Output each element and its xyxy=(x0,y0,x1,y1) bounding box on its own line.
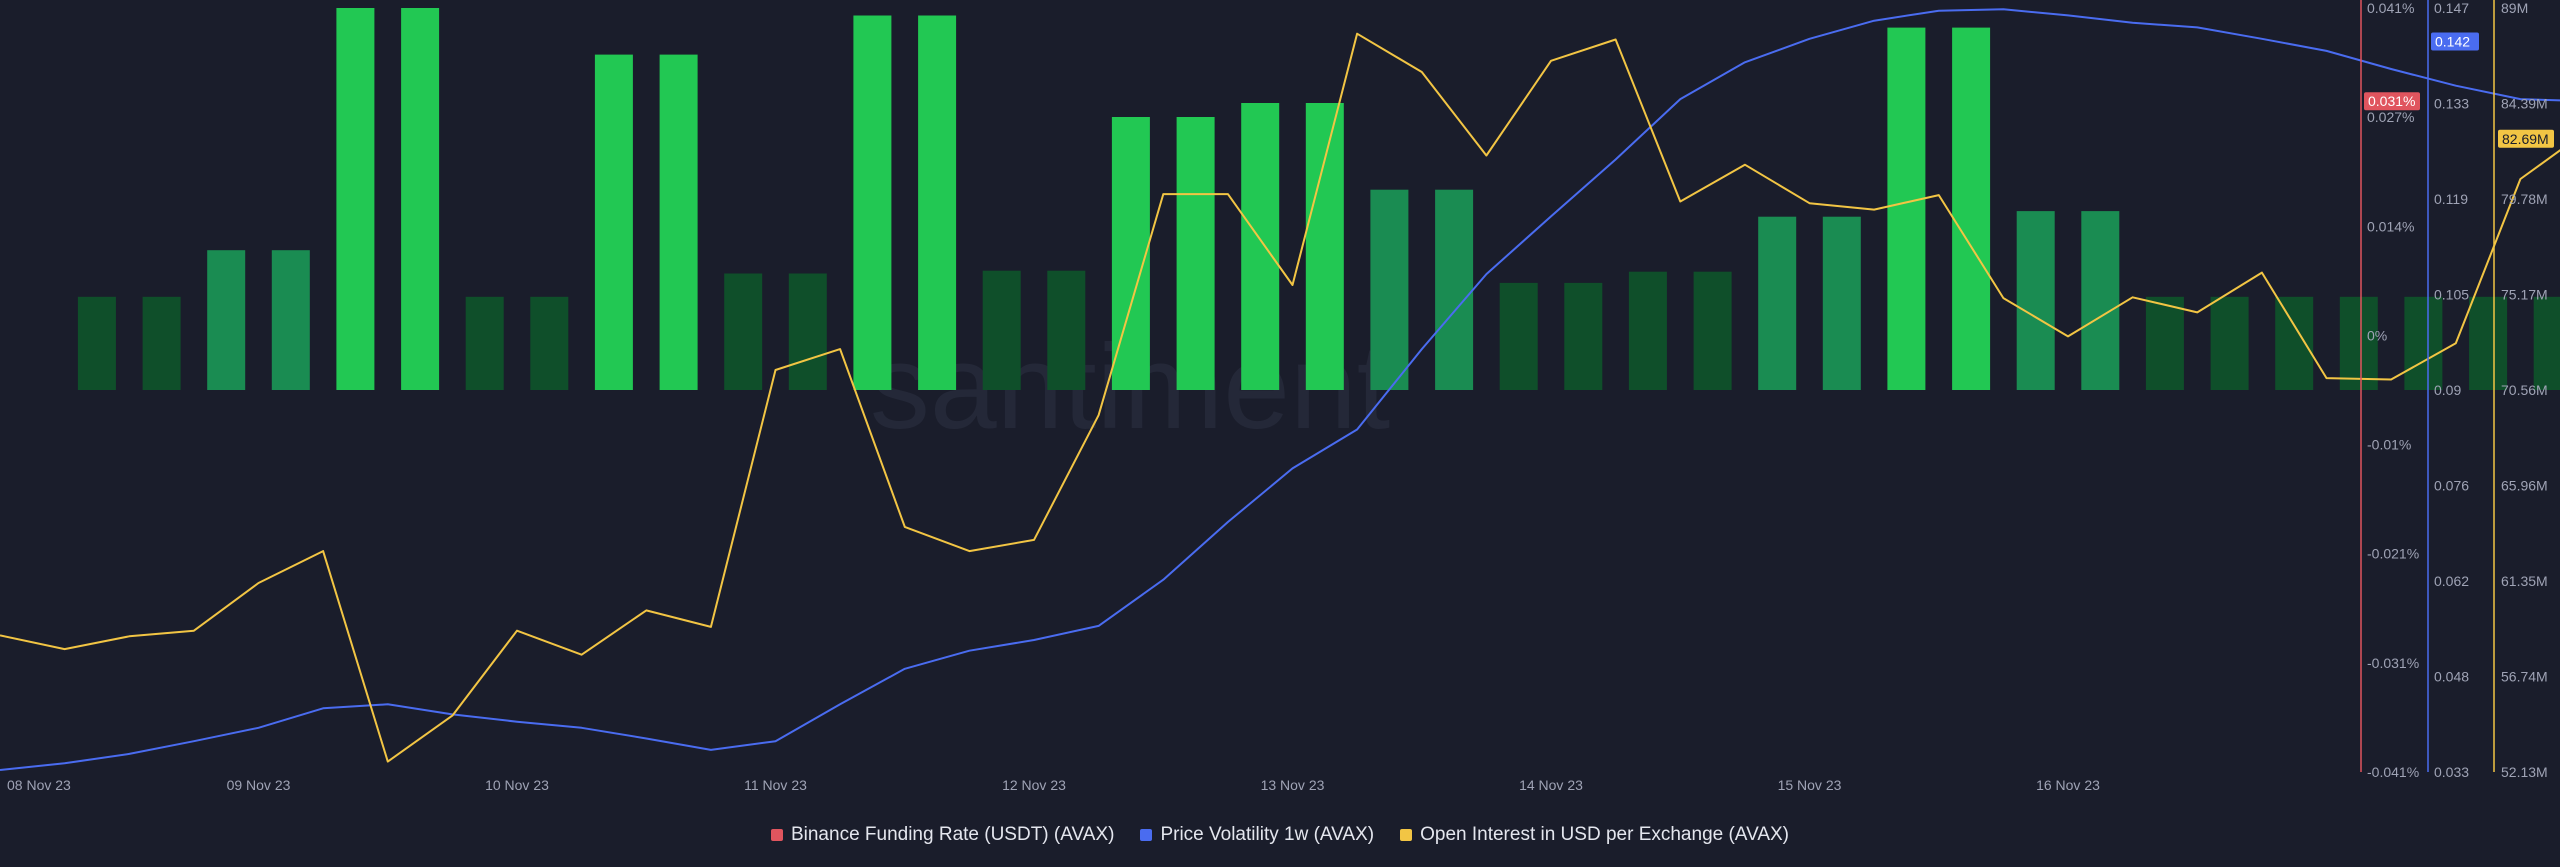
x-tick-label: 10 Nov 23 xyxy=(485,777,549,793)
x-axis: 08 Nov 23 09 Nov 23 10 Nov 23 11 Nov 23 12 N… xyxy=(7,777,2100,793)
funding-bar[interactable] xyxy=(2275,296,2314,390)
funding-tick-label: 0.027% xyxy=(2367,109,2414,125)
funding-bar[interactable] xyxy=(2533,296,2560,390)
funding-bar[interactable] xyxy=(853,15,892,391)
funding-bar[interactable] xyxy=(724,273,763,391)
legend: Binance Funding Rate (USDT) (AVAX) Price… xyxy=(0,820,2560,850)
funding-bar[interactable] xyxy=(1176,117,1215,390)
open-interest-current-badge xyxy=(2498,129,2554,148)
legend-item-funding[interactable]: Binance Funding Rate (USDT) (AVAX) xyxy=(770,824,1115,846)
funding-bar[interactable] xyxy=(1952,27,1991,390)
funding-bar[interactable] xyxy=(271,250,310,390)
open-interest-line[interactable] xyxy=(0,32,2560,763)
funding-bar[interactable] xyxy=(1047,270,1086,390)
funding-bar[interactable] xyxy=(594,54,633,390)
funding-tick-label: -0.041% xyxy=(2367,764,2419,780)
funding-bar[interactable] xyxy=(2016,211,2055,390)
funding-bar[interactable] xyxy=(2339,296,2378,390)
funding-tick-label: -0.031% xyxy=(2367,655,2419,671)
volatility-current-badge xyxy=(2431,32,2479,51)
funding-tick-label: -0.021% xyxy=(2367,546,2419,562)
funding-bar[interactable] xyxy=(659,54,698,390)
funding-tick-label: 0.041% xyxy=(2367,0,2414,16)
funding-bar[interactable] xyxy=(2081,211,2120,390)
x-tick-label: 08 Nov 23 xyxy=(7,777,71,793)
open-interest-tick-label: 56.74M xyxy=(2501,669,2548,685)
funding-bar[interactable] xyxy=(1499,282,1538,390)
volatility-current-value: 0.142 xyxy=(2435,34,2470,50)
legend-label-volatility: Price Volatility 1w (AVAX) xyxy=(1160,824,1375,845)
volatility-tick-label: 0.147 xyxy=(2434,0,2469,16)
funding-bar[interactable] xyxy=(2145,296,2184,390)
open-interest-tick-label: 89M xyxy=(2501,0,2528,16)
funding-bar[interactable] xyxy=(2210,296,2249,390)
x-tick-label: 14 Nov 23 xyxy=(1519,777,1583,793)
x-tick-label: 11 Nov 23 xyxy=(744,777,807,793)
funding-bar[interactable] xyxy=(1693,271,1732,390)
funding-bar[interactable] xyxy=(401,8,440,390)
funding-current-value: 0.031% xyxy=(2368,93,2415,109)
funding-bar[interactable] xyxy=(1822,216,1861,390)
open-interest-tick-label: 84.39M xyxy=(2501,96,2548,112)
funding-bar[interactable] xyxy=(1887,27,1926,390)
open-interest-tick-label: 75.17M xyxy=(2501,287,2548,303)
funding-bar[interactable] xyxy=(1241,103,1280,390)
funding-tick-label: 0.014% xyxy=(2367,218,2414,234)
funding-bar[interactable] xyxy=(1758,216,1797,390)
legend-swatch-funding xyxy=(770,829,783,841)
volatility-tick-label: 0.119 xyxy=(2434,191,2468,207)
funding-bar[interactable] xyxy=(2404,296,2443,390)
x-tick-label: 09 Nov 23 xyxy=(227,777,291,793)
funding-bars xyxy=(77,8,2560,391)
volatility-tick-label: 0.062 xyxy=(2434,573,2469,589)
volatility-tick-label: 0.048 xyxy=(2434,669,2469,685)
funding-tick-label: 0% xyxy=(2367,327,2387,343)
funding-bar[interactable] xyxy=(530,296,569,390)
legend-swatch-open-interest xyxy=(1400,829,1413,841)
x-tick-label: 15 Nov 23 xyxy=(1778,777,1842,793)
open-interest-tick-label: 65.96M xyxy=(2501,478,2548,494)
open-interest-tick-label: 52.13M xyxy=(2501,764,2548,780)
x-tick-label: 12 Nov 23 xyxy=(1002,777,1066,793)
legend-label-funding: Binance Funding Rate (USDT) (AVAX) xyxy=(790,824,1115,845)
funding-bar[interactable] xyxy=(1111,117,1150,390)
funding-bar[interactable] xyxy=(788,273,827,391)
legend-swatch-volatility xyxy=(1140,829,1153,841)
volatility-tick-label: 0.105 xyxy=(2434,287,2469,303)
funding-bar[interactable] xyxy=(77,296,116,390)
volatility-tick-label: 0.09 xyxy=(2434,382,2461,398)
funding-bar[interactable] xyxy=(207,250,246,390)
funding-current-badge xyxy=(2364,92,2420,111)
funding-bar[interactable] xyxy=(465,296,504,390)
x-tick-label: 16 Nov 23 xyxy=(2036,777,2100,793)
funding-bar[interactable] xyxy=(2469,296,2508,390)
funding-bar[interactable] xyxy=(982,270,1021,390)
funding-bar[interactable] xyxy=(1305,103,1344,390)
funding-bar[interactable] xyxy=(336,8,375,390)
legend-item-volatility[interactable]: Price Volatility 1w (AVAX) xyxy=(1140,824,1374,846)
funding-bar[interactable] xyxy=(918,15,957,391)
open-interest-tick-label: 79.78M xyxy=(2501,191,2548,207)
funding-tick-label: -0.01% xyxy=(2367,437,2411,453)
funding-bar[interactable] xyxy=(1435,189,1474,390)
axes: 0.041% 0.027% 0.014% 0% -0.01% -0.021% -0.031%… xyxy=(2360,0,2554,780)
legend-label-open-interest: Open Interest in USD per Exchange (AVAX) xyxy=(1420,824,1790,845)
open-interest-tick-label: 70.56M xyxy=(2501,382,2548,398)
funding-bar[interactable] xyxy=(1628,271,1667,390)
open-interest-tick-label: 61.35M xyxy=(2501,573,2548,589)
legend-item-open-interest[interactable]: Open Interest in USD per Exchange (AVAX) xyxy=(1400,824,1789,846)
volatility-tick-label: 0.133 xyxy=(2434,96,2469,112)
funding-bar[interactable] xyxy=(142,296,181,390)
series-lines xyxy=(0,8,2560,771)
funding-bar[interactable] xyxy=(1370,189,1409,390)
volatility-tick-label: 0.033 xyxy=(2434,764,2469,780)
open-interest-current-value: 82.69M xyxy=(2502,131,2549,147)
volatility-tick-label: 0.076 xyxy=(2434,478,2469,494)
x-tick-label: 13 Nov 23 xyxy=(1261,777,1325,793)
volatility-line[interactable] xyxy=(0,8,2560,771)
funding-bar[interactable] xyxy=(1564,282,1603,390)
